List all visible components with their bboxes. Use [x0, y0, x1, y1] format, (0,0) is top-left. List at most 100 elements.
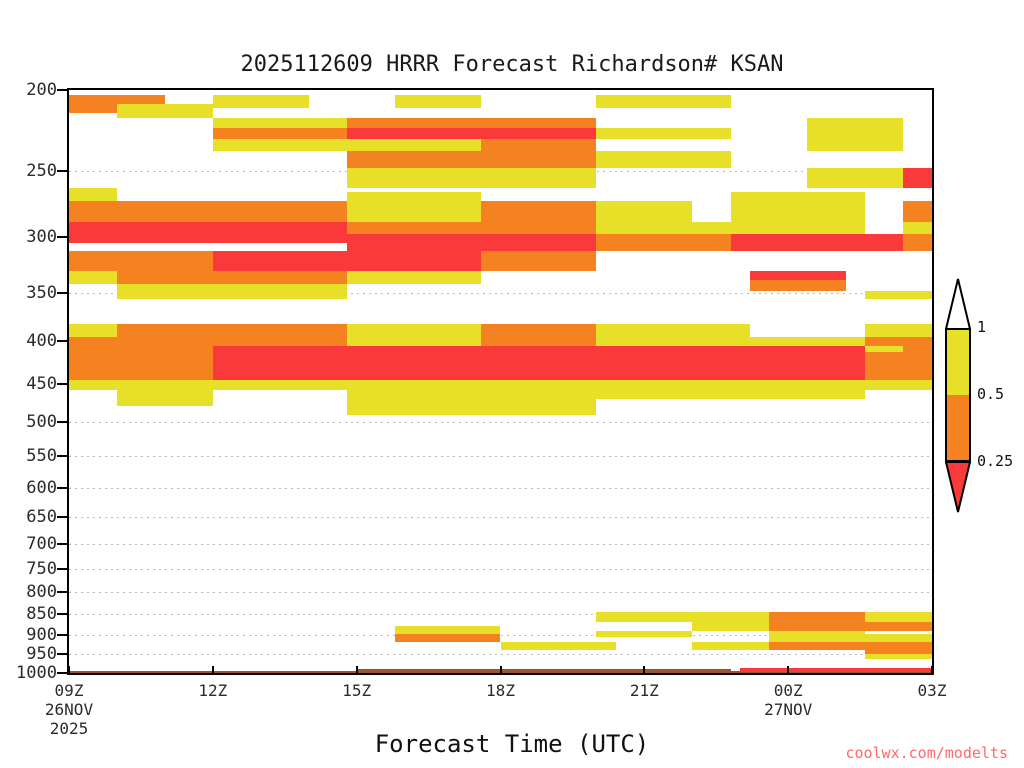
heatmap-cell — [596, 151, 731, 168]
heatmap-cell — [768, 611, 865, 622]
heatmap-cell — [395, 95, 482, 108]
x-axis-tick — [787, 666, 790, 675]
colorbar-arrow-top — [944, 278, 972, 330]
heatmap-cell — [768, 621, 932, 631]
heatmap-cell — [730, 191, 865, 223]
heatmap-cell — [730, 234, 904, 252]
heatmap-cell — [481, 139, 597, 152]
heatmap-cell — [212, 345, 865, 352]
y-axis-tick — [57, 235, 67, 238]
heatmap-cell — [596, 630, 693, 637]
heatmap-cell — [212, 139, 482, 152]
x-axis-tick-label: 09Z 26NOV 2025 — [44, 681, 94, 738]
y-axis-tick-label: 250 — [26, 160, 57, 181]
heatmap-cell — [596, 201, 693, 223]
heatmap-cell — [749, 280, 846, 291]
heatmap-cell — [730, 222, 865, 235]
heatmap-cell — [395, 634, 501, 642]
page-title: 2025112609 HRRR Forecast Richardson# KSA… — [240, 52, 784, 77]
y-axis-tick — [57, 567, 67, 570]
colorbar-segment-orange — [947, 395, 969, 460]
heatmap-cell — [347, 117, 597, 128]
heatmap-cell — [69, 201, 348, 223]
heatmap-cell — [116, 284, 348, 299]
y-axis-tick-label: 350 — [26, 282, 57, 303]
heatmap-cell — [347, 390, 597, 415]
gridline — [69, 568, 932, 570]
heatmap-cell — [596, 234, 731, 252]
credit-watermark: coolwx.com/modelts — [845, 744, 1008, 762]
x-axis-tick — [355, 666, 358, 675]
heatmap-cell — [596, 611, 769, 622]
gridline — [69, 634, 932, 636]
y-axis-tick — [57, 291, 67, 294]
x-axis-tick-label: 00Z 27NOV — [764, 681, 813, 719]
heatmap-cell — [903, 167, 932, 188]
heatmap-cell — [596, 222, 731, 235]
y-axis-tick — [57, 420, 67, 423]
heatmap-cell — [864, 345, 904, 352]
heatmap-cell — [116, 104, 213, 118]
y-axis-tick — [57, 613, 67, 616]
x-axis-tick-label: 21Z — [629, 681, 659, 700]
y-axis-tick-label: 750 — [26, 558, 57, 579]
heatmap-cell — [69, 222, 348, 243]
heatmap-cell — [347, 234, 597, 252]
y-axis-tick — [57, 169, 67, 172]
y-axis-tick-label: 1000 — [16, 663, 57, 683]
x-axis-tick — [499, 666, 502, 675]
y-axis-tick — [57, 672, 67, 674]
colorbar-arrow-bottom — [944, 460, 972, 514]
heatmap-cell — [116, 379, 932, 391]
gridline — [69, 456, 932, 458]
heatmap-cell — [768, 634, 932, 642]
colorbar-segment-yellow — [947, 330, 969, 395]
heatmap-cell — [596, 324, 750, 337]
heatmap-cell — [347, 324, 482, 337]
terrain-segment — [730, 671, 932, 673]
gridline — [69, 592, 932, 594]
y-axis-tick-label: 950 — [26, 644, 57, 665]
gridline — [69, 543, 932, 545]
heatmap-cell — [500, 642, 616, 650]
x-axis-tick-label: 03Z — [917, 681, 947, 700]
heatmap-cell — [768, 630, 865, 637]
colorbar-label: 1 — [977, 318, 987, 336]
y-axis-tick-label: 400 — [26, 331, 57, 352]
heatmap-cell — [864, 379, 932, 391]
heatmap-cell — [864, 351, 932, 380]
heatmap-cell — [903, 234, 932, 252]
colorbar-label: 0.5 — [977, 385, 1005, 403]
y-axis-tick — [57, 591, 67, 594]
y-axis-tick-label: 650 — [26, 506, 57, 527]
heatmap-cell — [596, 127, 731, 140]
heatmap-cell — [347, 127, 597, 140]
plot-area — [67, 88, 934, 675]
x-axis-title: Forecast Time (UTC) — [374, 730, 650, 758]
gridline — [69, 614, 932, 616]
heatmap-cell — [69, 187, 117, 202]
x-axis-tick — [68, 666, 70, 675]
heatmap-cell — [864, 611, 932, 622]
gridline — [69, 421, 932, 423]
heatmap-cell — [69, 251, 213, 272]
heatmap-cell — [347, 271, 482, 285]
surface-red-line — [740, 668, 932, 673]
terrain-segment — [356, 668, 731, 673]
heatmap-cell — [864, 324, 932, 337]
heatmap-cell — [864, 653, 932, 659]
heatmap-cell — [69, 271, 117, 285]
heatmap-cell — [347, 167, 597, 188]
heatmap-cell — [347, 151, 597, 168]
heatmap-cell — [212, 117, 348, 128]
y-axis-tick-label: 600 — [26, 477, 57, 498]
heatmap-cell — [116, 271, 348, 285]
y-axis-tick — [57, 89, 67, 91]
y-axis-tick — [57, 455, 67, 458]
heatmap-cell — [749, 324, 865, 337]
heatmap-cell — [347, 222, 482, 235]
heatmap-cell — [807, 117, 904, 152]
heatmap-cell — [903, 642, 932, 650]
heatmap-cell — [692, 621, 769, 631]
